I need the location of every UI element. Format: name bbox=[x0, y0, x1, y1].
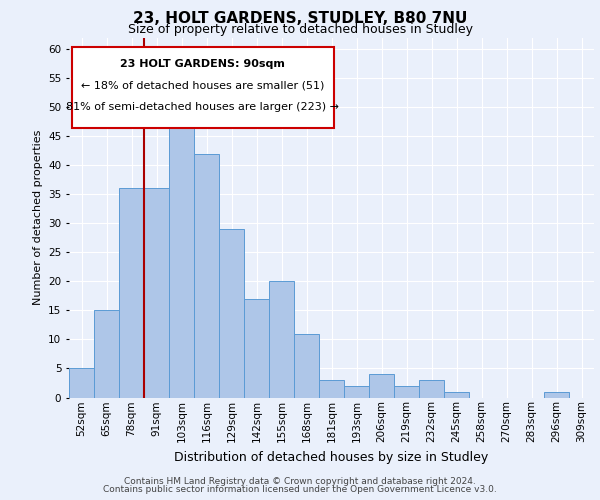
Bar bbox=[244, 299, 269, 398]
Text: Contains HM Land Registry data © Crown copyright and database right 2024.: Contains HM Land Registry data © Crown c… bbox=[124, 477, 476, 486]
Bar bbox=[344, 386, 369, 398]
Y-axis label: Number of detached properties: Number of detached properties bbox=[32, 130, 43, 305]
Bar bbox=[144, 188, 169, 398]
Bar bbox=[294, 334, 319, 398]
Text: Contains public sector information licensed under the Open Government Licence v3: Contains public sector information licen… bbox=[103, 485, 497, 494]
Text: ← 18% of detached houses are smaller (51): ← 18% of detached houses are smaller (51… bbox=[81, 80, 325, 90]
Text: Size of property relative to detached houses in Studley: Size of property relative to detached ho… bbox=[128, 22, 473, 36]
Bar bbox=[394, 386, 419, 398]
Text: 81% of semi-detached houses are larger (223) →: 81% of semi-detached houses are larger (… bbox=[67, 102, 340, 113]
Bar bbox=[269, 282, 294, 398]
Bar bbox=[119, 188, 144, 398]
Bar bbox=[369, 374, 394, 398]
Bar bbox=[69, 368, 94, 398]
Bar bbox=[319, 380, 344, 398]
Bar bbox=[444, 392, 469, 398]
FancyBboxPatch shape bbox=[71, 46, 334, 128]
Text: 23, HOLT GARDENS, STUDLEY, B80 7NU: 23, HOLT GARDENS, STUDLEY, B80 7NU bbox=[133, 11, 467, 26]
Bar bbox=[544, 392, 569, 398]
Bar bbox=[194, 154, 219, 398]
Bar bbox=[169, 107, 194, 398]
Bar bbox=[94, 310, 119, 398]
X-axis label: Distribution of detached houses by size in Studley: Distribution of detached houses by size … bbox=[175, 450, 488, 464]
Text: 23 HOLT GARDENS: 90sqm: 23 HOLT GARDENS: 90sqm bbox=[121, 59, 286, 69]
Bar bbox=[219, 229, 244, 398]
Bar bbox=[419, 380, 444, 398]
